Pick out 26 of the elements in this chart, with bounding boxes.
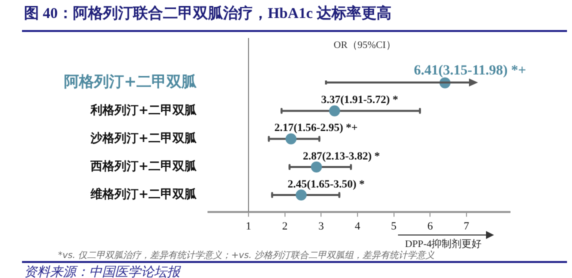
x-tick-label: 5 <box>391 220 398 232</box>
y-tick-label: 沙格列汀+二甲双胍 <box>90 131 198 146</box>
point <box>296 189 307 200</box>
y-tick-label: 西格列汀+二甲双胍 <box>90 159 198 174</box>
text: DPP-4抑制剂更好 <box>405 238 482 250</box>
x-tick-label: 1 <box>246 220 252 232</box>
chart-title: 图 40：阿格列汀联合二甲双胍治疗，HbA1c 达标率更高 <box>24 4 392 23</box>
point <box>286 133 297 144</box>
text: *vs. 仅二甲双胍治疗，差异有统计学意义；+vs. 沙格列汀联合二甲双胍组，差异有统计学意义 <box>58 250 435 262</box>
data-label: 2.17(1.56-2.95) *+ <box>274 122 358 134</box>
point <box>310 161 322 172</box>
x-tick-label: 7 <box>464 220 470 232</box>
text: 资料来源：中国医学论坛报 <box>24 264 180 278</box>
data-label: 6.41(3.15-11.98) *+ <box>414 63 526 78</box>
y-tick-label: 利格列汀+二甲双胍 <box>90 102 198 117</box>
data-label: 2.45(1.65-3.50) * <box>288 178 366 190</box>
data-label: 3.37(1.91-5.72) * <box>321 94 399 106</box>
x-tick-label: 2 <box>282 220 288 232</box>
y-tick-label: 阿格列汀+二甲双胍 <box>64 72 198 91</box>
x-tick-label: 6 <box>427 220 434 232</box>
x-axis-title: OR（95%CI） <box>334 40 396 51</box>
point <box>329 105 340 116</box>
x-tick-label: 3 <box>318 220 324 232</box>
data-label: 2.87(2.13-3.82) * <box>302 150 380 162</box>
y-tick-label: 维格列汀+二甲双胍 <box>90 187 198 202</box>
x-tick-label: 4 <box>354 220 361 232</box>
